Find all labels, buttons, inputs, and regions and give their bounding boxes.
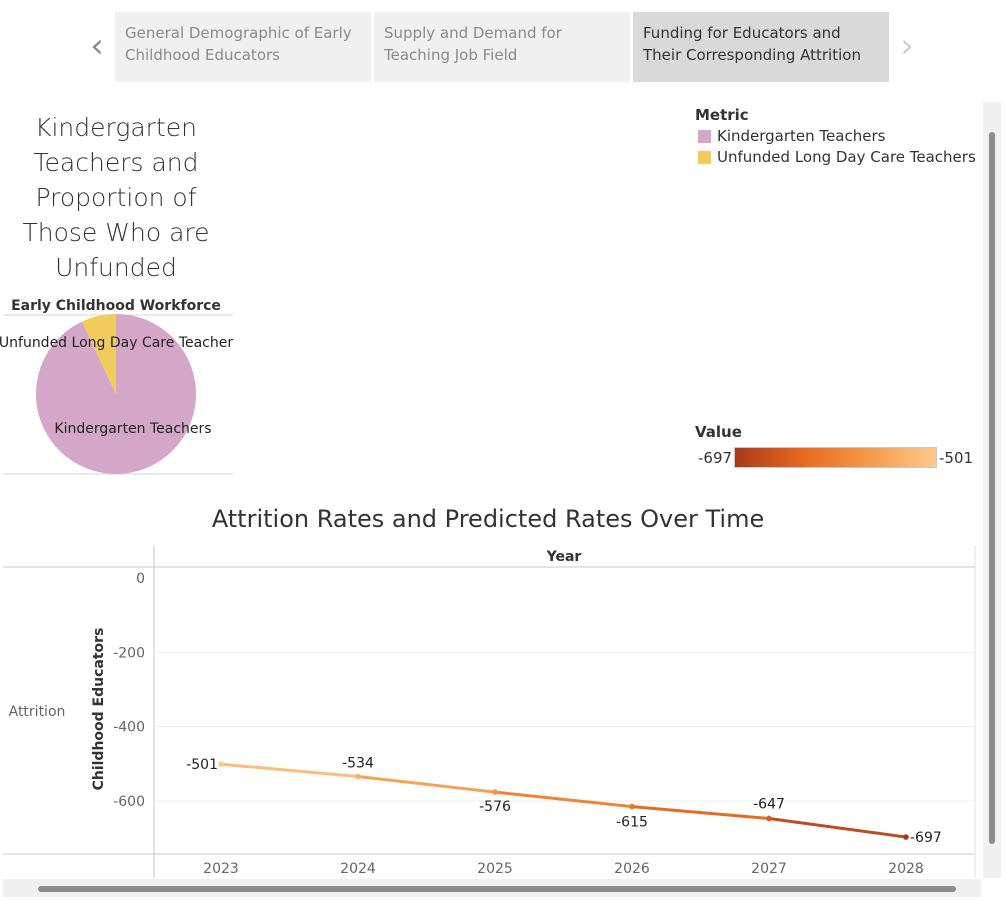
pie-header: Early Childhood Workforce <box>11 298 221 314</box>
x-tick-label: 2024 <box>340 861 376 877</box>
color-legend-max: -501 <box>939 449 974 467</box>
data-point[interactable] <box>629 803 635 810</box>
line-segment[interactable] <box>219 762 360 778</box>
y-tick-label: -200 <box>113 645 145 661</box>
legend-swatch-unfunded <box>698 151 711 164</box>
pie-slice-kindergarten[interactable] <box>36 314 197 474</box>
column-header-year: Year <box>546 549 582 565</box>
y-tick-label: 0 <box>136 571 145 587</box>
chevron-left-icon: ‹ <box>90 26 104 66</box>
x-tick-label: 2027 <box>751 861 787 877</box>
y-axis-title: Childhood Educators <box>91 628 107 791</box>
x-axis-ticks: 2023 2024 2025 2026 2027 2028 <box>203 861 924 877</box>
line-chart-title: Attrition Rates and Predicted Rates Over… <box>212 505 764 533</box>
tab-supply-demand[interactable]: Supply and Demand for Teaching Job Field <box>374 12 630 82</box>
x-tick-label: 2025 <box>477 861 513 877</box>
data-point[interactable] <box>218 761 224 768</box>
attrition-points[interactable] <box>218 761 909 840</box>
x-tick-label: 2028 <box>888 861 924 877</box>
tab-label: Funding for Educators and Their Correspo… <box>643 24 861 64</box>
line-segment[interactable] <box>630 805 771 820</box>
pie-chart[interactable] <box>36 314 197 474</box>
prev-story-button[interactable]: ‹ <box>82 26 112 66</box>
legend-title: Metric <box>695 106 749 124</box>
pie-slice-label-kindergarten: Kindergarten Teachers <box>54 421 211 437</box>
tab-general-demographic[interactable]: General Demographic of Early Childhood E… <box>115 12 371 82</box>
line-segment[interactable] <box>767 816 908 839</box>
data-point[interactable] <box>355 773 361 780</box>
row-label-attrition: Attrition <box>9 704 66 720</box>
pie-chart-title: Kindergarten Teachers and Proportion of … <box>22 113 210 282</box>
vertical-scrollbar[interactable] <box>983 102 1001 878</box>
data-label: -501 <box>186 757 218 773</box>
line-segment[interactable] <box>493 790 634 809</box>
color-legend-min: -697 <box>698 449 733 467</box>
tab-label: Supply and Demand for Teaching Job Field <box>384 24 562 64</box>
grid-lines <box>155 651 975 802</box>
horizontal-scrollbar[interactable] <box>3 879 981 897</box>
y-tick-label: -400 <box>113 720 145 736</box>
data-label: -697 <box>910 830 942 846</box>
x-tick-label: 2026 <box>614 861 650 877</box>
legend-swatch-kindergarten <box>698 130 711 143</box>
y-axis-ticks: 0 -200 -400 -600 <box>113 571 145 810</box>
tab-funding-attrition[interactable]: Funding for Educators and Their Correspo… <box>633 12 889 82</box>
line-segment[interactable] <box>356 774 497 794</box>
attrition-line[interactable] <box>219 762 908 839</box>
data-label: -534 <box>342 755 374 771</box>
data-label: -615 <box>616 815 648 831</box>
data-label: -647 <box>753 796 785 812</box>
data-point[interactable] <box>766 815 772 822</box>
color-legend-gradient <box>734 447 937 468</box>
x-tick-label: 2023 <box>203 861 239 877</box>
data-point[interactable] <box>903 834 909 840</box>
vertical-scrollbar-thumb[interactable] <box>989 132 995 844</box>
chevron-right-icon: › <box>900 26 914 66</box>
color-legend-title: Value <box>695 423 742 441</box>
horizontal-scrollbar-thumb[interactable] <box>38 886 956 892</box>
y-tick-label: -600 <box>113 794 145 810</box>
next-story-button[interactable]: › <box>892 26 922 66</box>
pie-slice-unfunded[interactable] <box>81 314 116 394</box>
pie-slice-label-unfunded: Unfunded Long Day Care Teacher <box>0 335 233 351</box>
data-label: -576 <box>479 799 511 815</box>
data-point[interactable] <box>492 789 498 795</box>
legend-item-unfunded[interactable]: Unfunded Long Day Care Teachers <box>717 148 976 166</box>
legend-item-kindergarten[interactable]: Kindergarten Teachers <box>717 127 886 145</box>
attrition-data-labels: -501 -534 -576 -615 -647 -697 <box>186 755 942 846</box>
tab-label: General Demographic of Early Childhood E… <box>125 24 352 64</box>
